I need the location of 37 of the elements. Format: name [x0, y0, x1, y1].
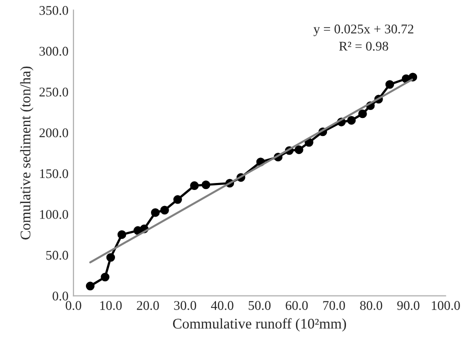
point — [347, 116, 356, 125]
point — [173, 195, 182, 204]
y-tick-label: 150.0 — [40, 169, 68, 178]
x-tick-label: 30.0 — [174, 301, 196, 310]
annotation: y = 0.025x + 30.72 — [314, 24, 414, 36]
y-tick-label: 50.0 — [46, 250, 68, 260]
point — [408, 72, 418, 82]
x-tick-label: 0.0 — [66, 301, 82, 310]
x-tick-label: 60.0 — [286, 301, 308, 310]
point — [100, 272, 110, 282]
point — [160, 206, 169, 214]
y-tick-label: 200.0 — [40, 128, 68, 138]
x-tick-label: 80.0 — [360, 301, 382, 310]
y-tick-label: 350.0 — [40, 6, 68, 15]
x-tick-label: 50.0 — [248, 301, 271, 310]
point — [106, 253, 116, 262]
y-tick-label: 300.0 — [40, 46, 68, 56]
point — [202, 180, 210, 190]
y-axis-title: Comulative sediment (ton/ha) — [20, 66, 34, 240]
point — [190, 181, 199, 190]
annotation: R² = 0.98 — [339, 42, 388, 51]
x-tick-label: 10.0 — [100, 301, 122, 310]
point — [385, 80, 394, 89]
y-tick-label: 0.0 — [52, 292, 68, 301]
point — [150, 208, 160, 217]
point — [358, 109, 367, 118]
x-axis-title: Commulative runoff (10²mm) — [173, 318, 346, 332]
x-tick-label: 100.0 — [432, 301, 460, 310]
point — [118, 230, 126, 239]
x-tick-label: 20.0 — [136, 301, 159, 310]
x-tick-label: 40.0 — [211, 301, 234, 310]
y-tick-label: 250.0 — [40, 88, 68, 97]
x-tick-label: 70.0 — [323, 301, 345, 310]
point — [294, 145, 304, 154]
y-tick-label: 100.0 — [40, 210, 68, 219]
point — [86, 282, 95, 290]
x-tick-label: 90.0 — [397, 301, 420, 310]
